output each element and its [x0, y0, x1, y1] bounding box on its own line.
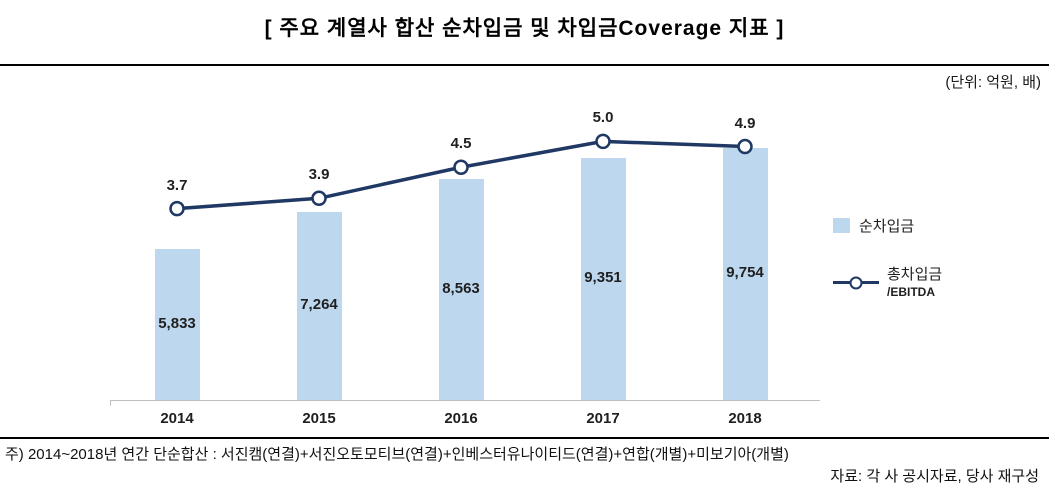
bar-value-label: 9,351 — [584, 269, 622, 286]
line-value-label: 3.7 — [166, 176, 188, 194]
legend-bar-label: 순차입금 — [859, 218, 915, 235]
bar-value-label: 8,563 — [442, 279, 480, 297]
bar-value-label: 5,833 — [158, 314, 196, 332]
line-marker — [169, 200, 185, 217]
x-axis-label: 2018 — [728, 410, 762, 427]
line-marker — [311, 190, 327, 207]
source-note: 자료: 각 사 공시자료, 당사 재구성 — [830, 468, 1039, 485]
line-value-label: 5.0 — [592, 109, 614, 127]
legend: 순차입금 총차입금 /EBITDA — [833, 215, 1043, 300]
x-axis-label: 2016 — [444, 410, 478, 427]
line-series — [169, 133, 753, 217]
bar-2014 — [154, 249, 200, 400]
bar-2016 — [438, 179, 484, 400]
chart: 5,833 2014 7,264 2015 8,563 2016 9,351 2017 9,75… — [110, 100, 820, 427]
bar-2015 — [296, 212, 342, 400]
bar-2017 — [580, 158, 626, 400]
x-axis-line — [110, 400, 820, 401]
bar-2018 — [722, 148, 768, 400]
line-marker-icon — [833, 281, 879, 285]
bar-swatch-icon — [833, 218, 850, 233]
axis-tick — [110, 400, 111, 406]
line-value-label: 4.9 — [734, 114, 756, 132]
title-divider — [0, 64, 1049, 66]
x-axis-label: 2015 — [302, 410, 336, 427]
line-marker — [737, 138, 753, 155]
page-title: [ 주요 계열사 합산 순차입금 및 차입금Coverage 지표 ] — [264, 17, 785, 40]
line-marker — [453, 159, 469, 175]
footnote: 주) 2014~2018년 연간 단순합산 : 서진캠(연결)+서진오토모티브(… — [5, 446, 789, 463]
legend-line-sublabel: /EBITDA — [887, 284, 935, 299]
legend-item-line: 총차입금 /EBITDA — [833, 266, 1043, 300]
line-value-label: 4.5 — [450, 135, 472, 153]
bar-value-label: 7,264 — [300, 296, 338, 313]
bar-value-label: 9,754 — [726, 264, 764, 281]
x-axis-label: 2014 — [160, 410, 194, 427]
legend-item-bar: 순차입금 — [833, 215, 1043, 236]
x-axis-label: 2017 — [586, 410, 620, 427]
line-value-label: 3.9 — [308, 166, 330, 184]
legend-line-label: 총차입금 — [887, 266, 943, 283]
footer-divider — [0, 437, 1049, 439]
unit-label: (단위: 억원, 배) — [945, 74, 1041, 91]
line-marker — [595, 133, 611, 150]
